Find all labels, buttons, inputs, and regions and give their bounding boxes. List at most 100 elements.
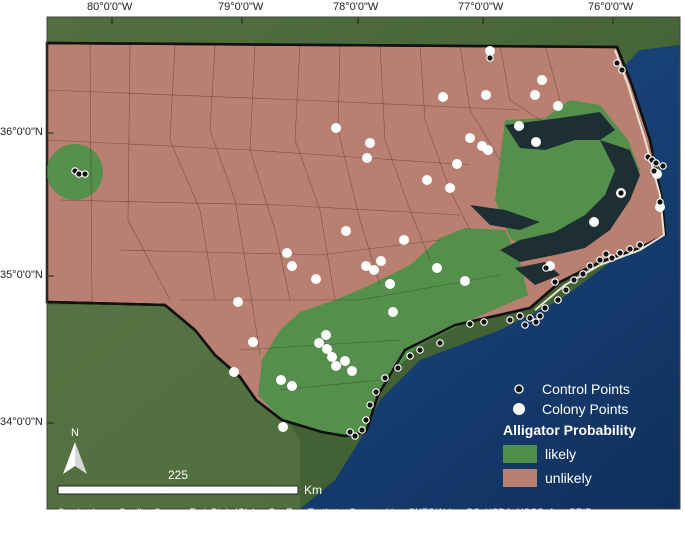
control-point: [659, 162, 667, 170]
control-point: [602, 250, 610, 258]
control-point: [381, 374, 389, 382]
colony-point: [537, 75, 547, 85]
colony-point: [331, 361, 341, 371]
control-point: [521, 321, 529, 329]
longitude-label-78: 78°0'0"W: [333, 1, 379, 13]
colony-point: [438, 92, 448, 102]
control-point: [570, 276, 578, 284]
colony-point: [483, 145, 493, 155]
colony-point: [432, 263, 442, 273]
control-point: [358, 426, 366, 434]
colony-point: [322, 344, 332, 354]
latitude-label-35: 35°0'0"N: [0, 269, 43, 281]
scale-bar-rect: [57, 485, 299, 495]
north-label: N: [71, 427, 79, 439]
control-point: [506, 316, 514, 324]
latitude-label-34: 34°0'0"N: [0, 416, 43, 428]
colony-point: [278, 422, 288, 432]
control-point: [626, 245, 634, 253]
control-point: [616, 249, 624, 257]
control-point: [579, 270, 587, 278]
colony-point: [365, 138, 375, 148]
colony-point: [341, 226, 351, 236]
control-point: [466, 320, 474, 328]
colony-point: [276, 375, 286, 385]
control-point: [532, 318, 540, 326]
scale-bar: 225 Km: [57, 468, 322, 497]
control-point: [554, 296, 562, 304]
control-point: [516, 312, 524, 320]
unlikely-swatch: [503, 469, 537, 487]
county-lines: [46, 44, 561, 391]
control-point: [362, 416, 370, 424]
colony-point: [327, 352, 337, 362]
control-point: [486, 54, 494, 62]
colony-point: [531, 137, 541, 147]
control-point: [596, 256, 604, 264]
control-point: [562, 286, 570, 294]
colony-point: [553, 101, 563, 111]
colony-point: [422, 175, 432, 185]
probability-title: Alligator Probability: [503, 422, 636, 438]
colony-point: [399, 235, 409, 245]
longitude-label-80: 80°0'0"W: [87, 1, 133, 13]
credits-line-2: IGN, and the GIS User Community: [58, 520, 204, 531]
colony-point: [287, 261, 297, 271]
control-point: [480, 318, 488, 326]
control-point: [366, 401, 374, 409]
colony-point: [385, 279, 395, 289]
colony-point: [233, 297, 243, 307]
control-point: [394, 364, 402, 372]
control-point: [586, 262, 594, 270]
likely-swatch: [503, 445, 537, 463]
control-point: [608, 254, 616, 262]
colony-point: [340, 356, 350, 366]
colony-point: [530, 90, 540, 100]
control-point: [617, 189, 625, 197]
colony-point: [465, 133, 475, 143]
control-point: [416, 346, 424, 354]
colony-point: [460, 276, 470, 286]
colony-point: [321, 330, 331, 340]
colony-point: [589, 217, 599, 227]
colony-point: [481, 90, 491, 100]
map-border: [46, 16, 681, 510]
colony-point: [388, 307, 398, 317]
colony-point: [452, 159, 462, 169]
colony-point: [347, 366, 357, 376]
control-points-layer: [71, 54, 667, 440]
colony-point: [361, 261, 371, 271]
control-point: [650, 167, 658, 175]
north-arrow-right: [75, 442, 87, 474]
longitude-label-77: 77°0'0"W: [458, 1, 504, 13]
control-point: [346, 428, 354, 436]
control-point: [542, 264, 550, 272]
colony-point: [331, 123, 341, 133]
latitude-label-36: 36°0'0"N: [0, 126, 43, 138]
control-point: [536, 312, 544, 320]
control-point: [81, 170, 89, 178]
scale-value: 225: [168, 468, 188, 482]
colony-point: [311, 274, 321, 284]
colony-point: [314, 338, 324, 348]
control-point: [618, 66, 626, 74]
colony-point: [376, 256, 386, 266]
colony-point: [369, 265, 379, 275]
graticule: [47, 17, 614, 424]
control-point: [351, 432, 359, 440]
north-arrow: N: [63, 427, 87, 474]
longitude-label-79: 79°0'0"W: [218, 1, 264, 13]
control-point: [436, 339, 444, 347]
control-point: [636, 241, 644, 249]
colony-point: [229, 367, 239, 377]
control-point: [372, 388, 380, 396]
control-point: [656, 198, 664, 206]
control-point: [406, 352, 414, 360]
colony-point: [248, 337, 258, 347]
colony-point-symbol: [513, 403, 525, 415]
legend: Control Points Colony Points Alligator P…: [503, 381, 636, 487]
credits-line-1: Service Layer Credits: Source: Esri, Dig…: [58, 507, 595, 518]
control-point: [541, 304, 549, 312]
